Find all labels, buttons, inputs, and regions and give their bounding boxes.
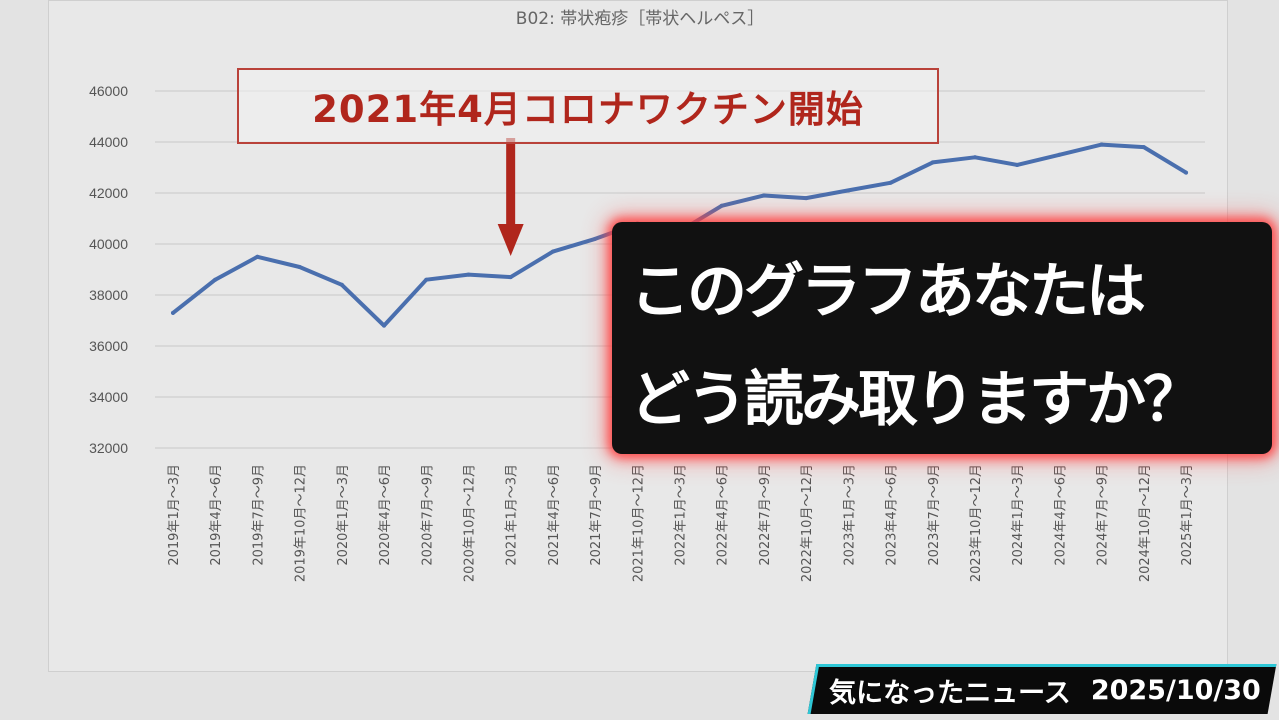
x-tick-label: 2020年1月～3月 xyxy=(336,464,351,566)
arrow-head xyxy=(497,224,524,256)
data-point xyxy=(1099,142,1104,147)
x-tick-label: 2020年10月～12月 xyxy=(462,464,477,582)
annotation-label: 2021年4月コロナワクチン開始 xyxy=(237,68,939,144)
data-point xyxy=(761,193,766,198)
data-point xyxy=(255,254,260,259)
x-tick-label: 2023年1月～3月 xyxy=(842,464,857,566)
data-point xyxy=(466,272,471,277)
x-tick-label: 2021年4月～6月 xyxy=(547,464,562,566)
data-point xyxy=(719,203,724,208)
x-tick-label: 2021年10月～12月 xyxy=(631,464,646,582)
y-axis-ticks: 46000 44000 42000 40000 38000 36000 34000 32000 xyxy=(89,83,128,456)
data-point xyxy=(1141,145,1146,150)
y-tick-label: 44000 xyxy=(89,134,128,150)
x-tick-label: 2024年4月～6月 xyxy=(1053,464,1068,566)
annotation-arrow xyxy=(497,138,524,256)
data-point xyxy=(508,275,513,280)
x-tick-label: 2021年1月～3月 xyxy=(505,464,520,566)
x-tick-label: 2019年10月～12月 xyxy=(294,464,309,582)
question-line-1: このグラフあなたは xyxy=(630,257,1146,327)
x-tick-label: 2019年4月～6月 xyxy=(209,464,224,566)
news-tag: 気になったニュース 2025/10/30 xyxy=(820,668,1270,712)
x-tick-label: 2022年10月～12月 xyxy=(800,464,815,582)
y-tick-label: 42000 xyxy=(89,185,128,201)
x-tick-label: 2021年7月～9月 xyxy=(589,464,604,566)
x-tick-label: 2024年1月～3月 xyxy=(1011,464,1026,566)
x-tick-label: 2019年1月～3月 xyxy=(167,464,182,566)
data-point xyxy=(930,160,935,165)
x-tick-label: 2024年7月～9月 xyxy=(1096,464,1111,566)
x-tick-label: 2022年7月～9月 xyxy=(758,464,773,566)
data-point xyxy=(888,180,893,185)
data-point xyxy=(972,155,977,160)
data-point xyxy=(424,277,429,282)
y-tick-label: 46000 xyxy=(89,83,128,99)
x-axis-ticks: 2019年1月～3月 2019年4月～6月 2019年7月～9月 2019年10月～1… xyxy=(167,464,1195,582)
data-point xyxy=(550,249,555,254)
y-tick-label: 32000 xyxy=(89,440,128,456)
x-tick-label: 2025年1月～3月 xyxy=(1180,464,1195,566)
y-tick-label: 36000 xyxy=(89,338,128,354)
data-point xyxy=(1057,152,1062,157)
x-tick-label: 2019年7月～9月 xyxy=(251,464,266,566)
data-point xyxy=(171,310,175,315)
x-tick-label: 2022年4月～6月 xyxy=(716,464,731,566)
x-tick-label: 2024年10月～12月 xyxy=(1138,464,1153,582)
x-tick-label: 2023年4月～6月 xyxy=(885,464,900,566)
date-label: 2025/10/30 xyxy=(1090,674,1261,706)
x-tick-label: 2023年7月～9月 xyxy=(927,464,942,566)
data-point xyxy=(846,188,851,193)
data-points xyxy=(171,142,1188,328)
y-tick-label: 40000 xyxy=(89,236,128,252)
chart-title: B02: 帯状疱疹［帯状ヘルペス］ xyxy=(516,9,764,29)
data-point xyxy=(297,264,302,269)
y-tick-label: 34000 xyxy=(89,389,128,405)
data-point xyxy=(382,323,387,328)
data-point xyxy=(804,196,809,201)
data-point xyxy=(1015,162,1020,167)
x-tick-label: 2022年1月～3月 xyxy=(674,464,689,566)
y-tick-label: 38000 xyxy=(89,287,128,303)
question-overlay: このグラフあなたは どう読み取りますか？ xyxy=(612,222,1272,454)
data-point xyxy=(1184,170,1188,175)
data-point xyxy=(213,277,218,282)
question-line-2: どう読み取りますか？ xyxy=(630,365,1203,435)
x-tick-label: 2023年10月～12月 xyxy=(969,464,984,582)
x-tick-label: 2020年7月～9月 xyxy=(420,464,435,566)
data-point xyxy=(593,236,598,241)
data-point xyxy=(339,282,344,287)
channel-name: 気になったニュース xyxy=(829,677,1071,709)
x-tick-label: 2020年4月～6月 xyxy=(378,464,393,566)
